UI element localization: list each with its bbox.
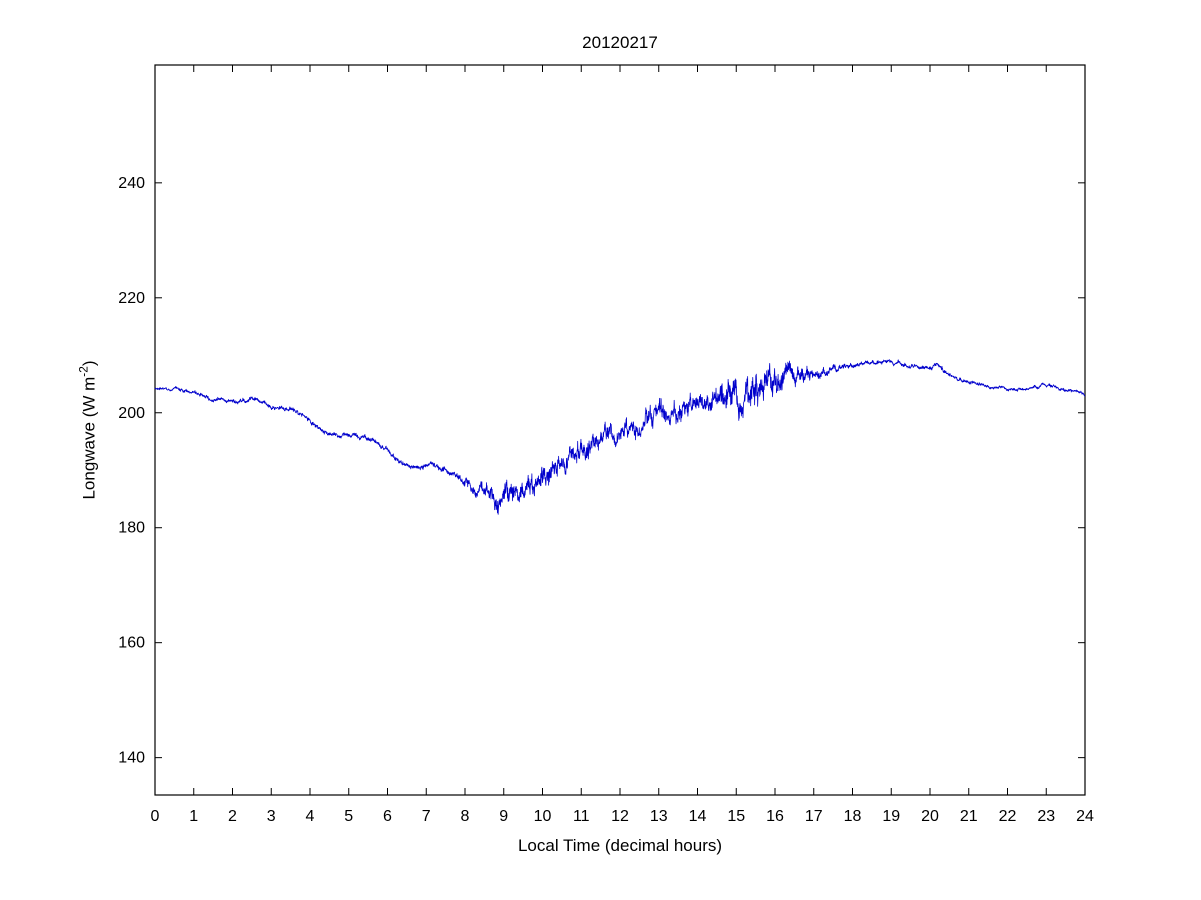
- x-tick-label: 24: [1076, 808, 1094, 825]
- y-tick-label: 220: [118, 290, 145, 307]
- x-tick-label: 5: [344, 808, 353, 825]
- x-tick-label: 14: [689, 808, 707, 825]
- y-tick-label: 140: [118, 750, 145, 767]
- axes-box: [154, 64, 1086, 796]
- x-tick-label: 12: [611, 808, 629, 825]
- x-axis-label: Local Time (decimal hours): [517, 836, 723, 855]
- x-tick-label: 17: [805, 808, 823, 825]
- x-tick-label: 20: [921, 808, 939, 825]
- x-tick-label: 22: [999, 808, 1017, 825]
- x-tick-label: 2: [228, 808, 237, 825]
- x-tick-label: 23: [1037, 808, 1055, 825]
- chart-title: 20120217: [582, 33, 658, 52]
- x-tick-label: 18: [844, 808, 862, 825]
- y-tick-label: 160: [118, 635, 145, 652]
- y-tick-label: 240: [118, 175, 145, 192]
- x-tick-label: 19: [882, 808, 900, 825]
- x-tick-label: 3: [267, 808, 276, 825]
- x-tick-label: 4: [306, 808, 315, 825]
- x-tick-label: 0: [151, 808, 160, 825]
- x-tick-label: 16: [766, 808, 784, 825]
- x-tick-label: 1: [189, 808, 198, 825]
- y-tick-label: 180: [118, 520, 145, 537]
- x-tick-label: 13: [650, 808, 668, 825]
- x-tick-label: 6: [383, 808, 392, 825]
- longwave-series-line: [154, 359, 1086, 515]
- x-tick-label: 7: [422, 808, 431, 825]
- x-tick-label: 8: [461, 808, 470, 825]
- x-tick-label: 15: [727, 808, 745, 825]
- x-tick-label: 11: [573, 808, 590, 825]
- x-tick-label: 21: [960, 808, 978, 825]
- x-tick-label: 9: [499, 808, 508, 825]
- y-tick-label: 200: [118, 405, 145, 422]
- x-tick-label: 10: [534, 808, 552, 825]
